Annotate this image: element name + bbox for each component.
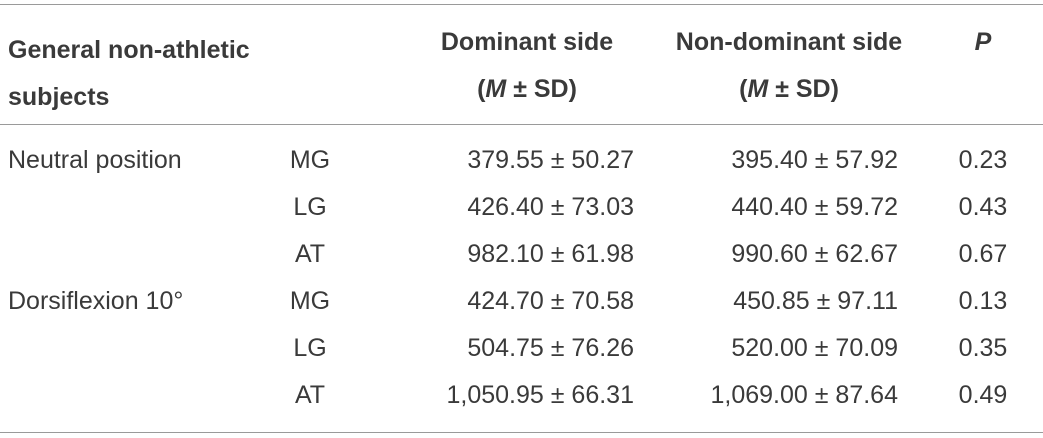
header-non-dominant-stat-part: ( [739,75,748,103]
group-label: Dorsiflexion 10° [8,287,184,315]
bottom-rule [0,432,1043,433]
p-cell: 0.43 [958,193,1008,221]
muscle-cell: MG [289,287,331,315]
header-non-dominant-label: Non-dominant side [675,28,903,56]
group-label: Neutral position [8,146,182,174]
p-cell: 0.49 [958,381,1008,409]
non-dominant-cell: 520.00 ± 70.09 [731,334,898,362]
header-dominant-label: Dominant side [440,28,614,56]
p-cell: 0.67 [958,240,1008,268]
dominant-cell: 982.10 ± 61.98 [467,240,634,268]
non-dominant-cell: 440.40 ± 59.72 [731,193,898,221]
muscle-cell: AT [294,381,326,409]
non-dominant-cell: 1,069.00 ± 87.64 [710,381,899,409]
p-cell: 0.23 [958,146,1008,174]
non-dominant-cell: 450.85 ± 97.11 [733,287,898,315]
dominant-cell: 424.70 ± 70.58 [467,287,634,315]
muscle-cell: LG [293,193,327,221]
dominant-cell: 426.40 ± 73.03 [467,193,634,221]
header-p: P [974,28,992,56]
header-dominant-stat: (M ± SD) [477,74,577,104]
non-dominant-cell: 395.40 ± 57.92 [731,146,898,174]
header-dominant-stat-part: ( [477,75,486,103]
dominant-cell: 379.55 ± 50.27 [467,146,634,174]
header-dominant-stat-part: ± SD) [506,75,577,103]
muscle-cell: LG [293,334,327,362]
p-cell: 0.13 [958,287,1008,315]
non-dominant-cell: 990.60 ± 62.67 [731,240,898,268]
header-dominant-stat-part: M [485,75,507,103]
header-rule [0,124,1043,125]
dominant-cell: 504.75 ± 76.26 [467,334,634,362]
p-cell: 0.35 [958,334,1008,362]
header-non-dominant-stat-part: M [747,75,769,103]
muscle-cell: MG [289,146,331,174]
muscle-cell: AT [294,240,326,268]
dominant-cell: 1,050.95 ± 66.31 [446,381,635,409]
header-non-dominant-stat: (M ± SD) [739,74,839,104]
header-subjects: General non-athletic subjects [8,36,250,111]
top-rule [0,4,1043,5]
header-non-dominant-stat-part: ± SD) [768,75,839,103]
